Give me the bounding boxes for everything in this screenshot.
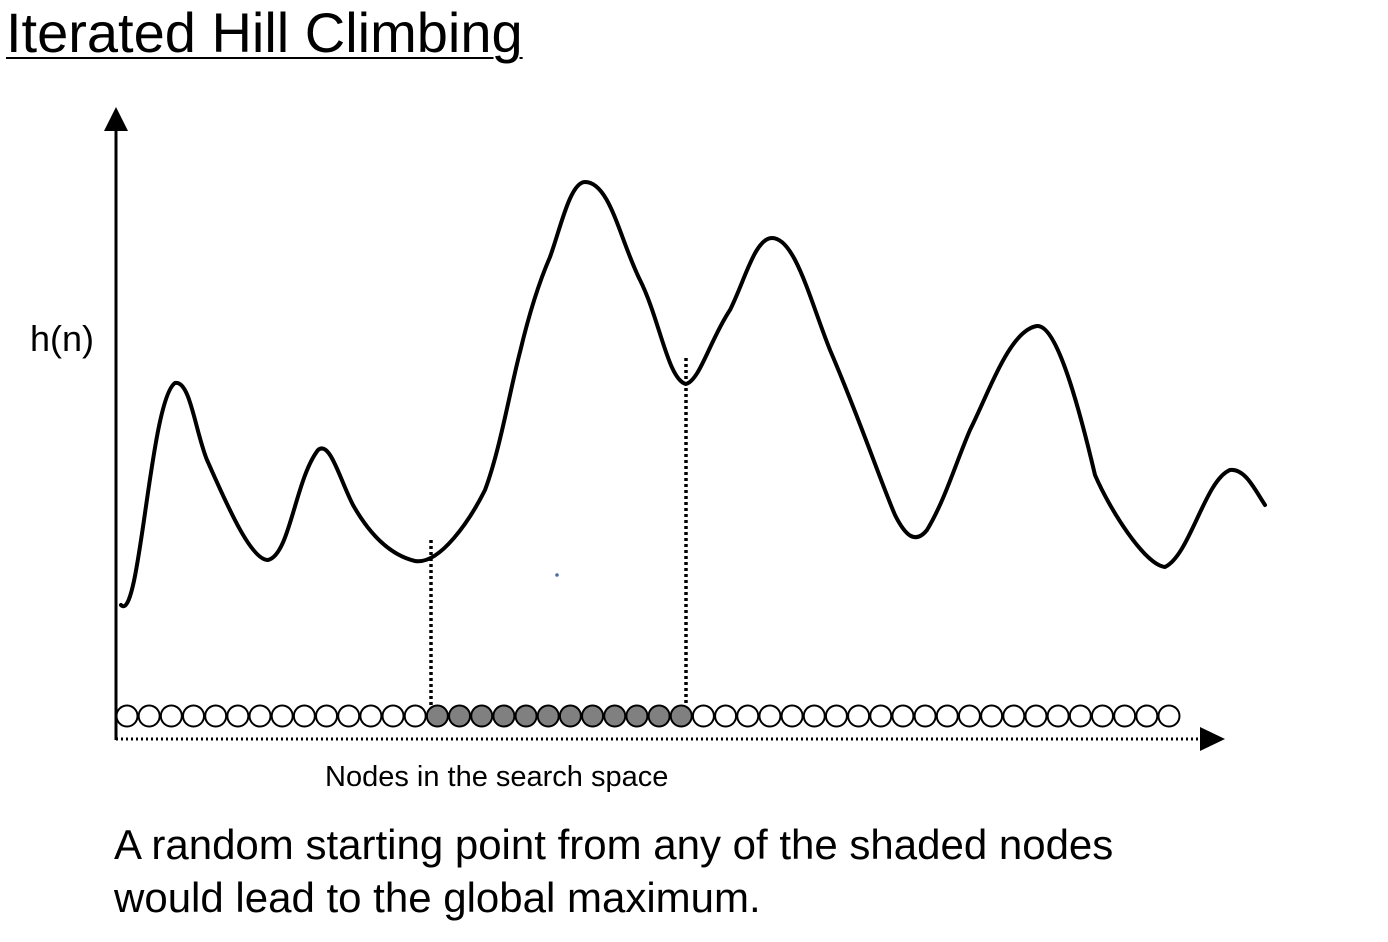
node xyxy=(980,704,1004,728)
node xyxy=(824,704,848,728)
shaded-node xyxy=(581,704,605,728)
shaded-node xyxy=(470,704,494,728)
node xyxy=(315,704,339,728)
node xyxy=(1090,704,1114,728)
node xyxy=(1113,704,1137,728)
node xyxy=(337,704,361,728)
node xyxy=(270,704,294,728)
node xyxy=(802,704,826,728)
node xyxy=(1068,704,1092,728)
node xyxy=(691,704,715,728)
node xyxy=(204,704,228,728)
search-space-nodes xyxy=(115,704,1181,728)
shaded-node xyxy=(625,704,649,728)
node xyxy=(1135,704,1159,728)
x-axis-arrowhead xyxy=(1200,727,1225,751)
caption-line-2: would lead to the global maximum. xyxy=(114,874,761,921)
node xyxy=(381,704,405,728)
node xyxy=(935,704,959,728)
node xyxy=(115,704,139,728)
node xyxy=(1046,704,1070,728)
shaded-node xyxy=(647,704,671,728)
shaded-node xyxy=(558,704,582,728)
node xyxy=(1157,704,1181,728)
node xyxy=(403,704,427,728)
node xyxy=(1024,704,1048,728)
shaded-node xyxy=(536,704,560,728)
node xyxy=(226,704,250,728)
node xyxy=(248,704,272,728)
node xyxy=(847,704,871,728)
shaded-node xyxy=(514,704,538,728)
node xyxy=(957,704,981,728)
shaded-node xyxy=(603,704,627,728)
node xyxy=(736,704,760,728)
node xyxy=(1002,704,1026,728)
node xyxy=(758,704,782,728)
node xyxy=(359,704,383,728)
node xyxy=(891,704,915,728)
shaded-node xyxy=(425,704,449,728)
stray-dot xyxy=(555,573,559,577)
shaded-node xyxy=(448,704,472,728)
y-axis-arrowhead xyxy=(104,107,128,131)
caption-line-1: A random starting point from any of the … xyxy=(114,821,1114,868)
x-axis-label: Nodes in the search space xyxy=(325,761,668,793)
shaded-node xyxy=(492,704,516,728)
y-axis-label: h(n) xyxy=(30,318,94,359)
node xyxy=(869,704,893,728)
slide-title: Iterated Hill Climbing xyxy=(6,1,523,64)
heuristic-landscape-curve xyxy=(119,179,1267,609)
node xyxy=(913,704,937,728)
caption: A random starting point from any of the … xyxy=(114,818,1113,924)
node xyxy=(159,704,183,728)
shaded-node xyxy=(669,704,693,728)
node xyxy=(292,704,316,728)
node xyxy=(137,704,161,728)
node xyxy=(182,704,206,728)
node xyxy=(714,704,738,728)
node xyxy=(780,704,804,728)
